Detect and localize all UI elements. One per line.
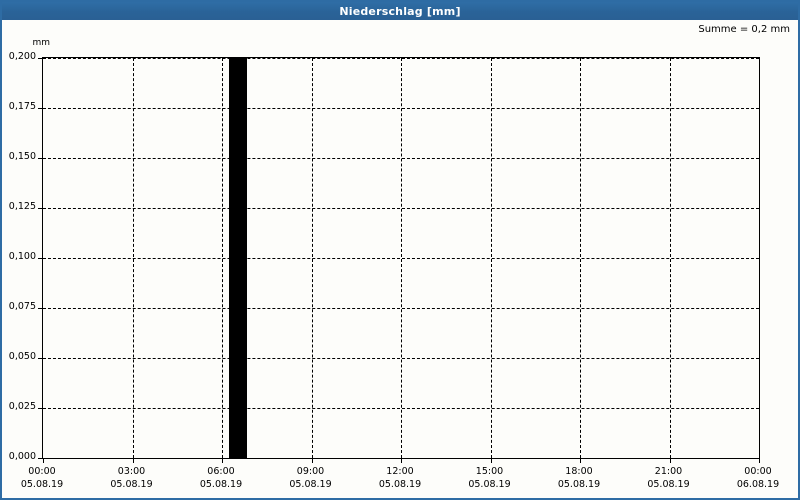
- x-axis-label: 03:00 05.08.19: [110, 465, 152, 491]
- x-gridline: [132, 58, 134, 458]
- window-title-bar: Niederschlag [mm]: [2, 2, 798, 20]
- x-axis-label-date: 05.08.19: [199, 479, 243, 490]
- y-axis-label: 0,200: [8, 51, 36, 62]
- y-axis-tick: [38, 58, 43, 59]
- x-axis-label-time: 03:00: [117, 466, 146, 477]
- x-axis-label: 15:00 05.08.19: [468, 465, 510, 491]
- x-axis-tick: [43, 458, 44, 463]
- x-axis-label-date: 05.08.19: [557, 479, 601, 490]
- y-axis-label: 0,150: [8, 151, 36, 162]
- x-axis-label-time: 06:00: [207, 466, 235, 477]
- x-axis-label-date: 06.08.19: [736, 479, 780, 490]
- x-axis-label-date: 05.08.19: [378, 479, 422, 490]
- y-axis-unit-label: mm: [32, 38, 50, 48]
- y-axis-label: 0,075: [8, 301, 36, 312]
- x-axis-label: 06:00 05.08.19: [200, 465, 242, 491]
- x-axis-label: 00:00 05.08.19: [21, 465, 63, 491]
- x-axis-label-date: 05.08.19: [647, 479, 690, 490]
- y-axis-tick: [38, 158, 43, 159]
- y-axis-tick: [38, 208, 43, 209]
- page-title: Niederschlag [mm]: [339, 4, 461, 18]
- x-axis-label-time: 00:00: [744, 466, 772, 477]
- x-axis-label-date: 05.08.19: [468, 479, 511, 490]
- x-axis-tick: [580, 458, 581, 463]
- x-axis-label-time: 00:00: [28, 466, 56, 477]
- y-axis-label: 0,050: [8, 351, 36, 362]
- bar-precipitation: [229, 58, 248, 458]
- x-axis-label-date: 05.08.19: [110, 479, 153, 490]
- y-axis-label: 0,025: [8, 401, 36, 412]
- plot-inner: [38, 58, 760, 463]
- x-axis-tick: [311, 458, 313, 463]
- x-axis-tick: [490, 458, 492, 463]
- y-axis-label: 0,125: [8, 201, 36, 212]
- y-axis-tick: [38, 308, 43, 309]
- y-axis-label: 0,175: [8, 101, 36, 112]
- x-gridline: [490, 58, 492, 458]
- x-axis-tick: [401, 458, 402, 463]
- x-axis-tick: [669, 458, 671, 463]
- x-axis-label-time: 12:00: [386, 466, 414, 477]
- x-axis-label-time: 09:00: [296, 466, 325, 477]
- x-gridline: [222, 58, 223, 458]
- x-axis-label-time: 15:00: [475, 466, 504, 477]
- plot-area: [38, 57, 760, 463]
- y-axis-label: 0,000: [8, 451, 36, 462]
- x-axis-label-date: 05.08.19: [20, 479, 64, 490]
- x-gridline: [580, 58, 581, 458]
- y-axis-tick: [38, 358, 43, 359]
- x-axis-tick: [132, 458, 134, 463]
- y-axis-tick: [38, 408, 43, 409]
- y-axis-tick: [38, 458, 43, 459]
- x-gridline: [311, 58, 313, 458]
- x-axis-label-date: 05.08.19: [289, 479, 332, 490]
- x-gridline: [669, 58, 671, 458]
- x-axis-tick: [222, 458, 223, 463]
- x-axis-label-time: 18:00: [565, 466, 593, 477]
- x-axis-label: 21:00 05.08.19: [647, 465, 689, 491]
- y-axis-tick: [38, 108, 43, 109]
- x-axis-label: 12:00 05.08.19: [379, 465, 421, 491]
- x-axis-label: 18:00 05.08.19: [558, 465, 600, 491]
- x-axis-label-time: 21:00: [654, 466, 683, 477]
- y-axis-tick: [38, 258, 43, 259]
- x-axis-label: 00:00 06.08.19: [737, 465, 779, 491]
- x-axis-tick: [759, 458, 760, 463]
- x-gridline: [401, 58, 402, 458]
- x-axis-label: 09:00 05.08.19: [289, 465, 331, 491]
- sum-annotation: Summe = 0,2 mm: [698, 24, 790, 35]
- y-axis-label: 0,100: [8, 251, 36, 262]
